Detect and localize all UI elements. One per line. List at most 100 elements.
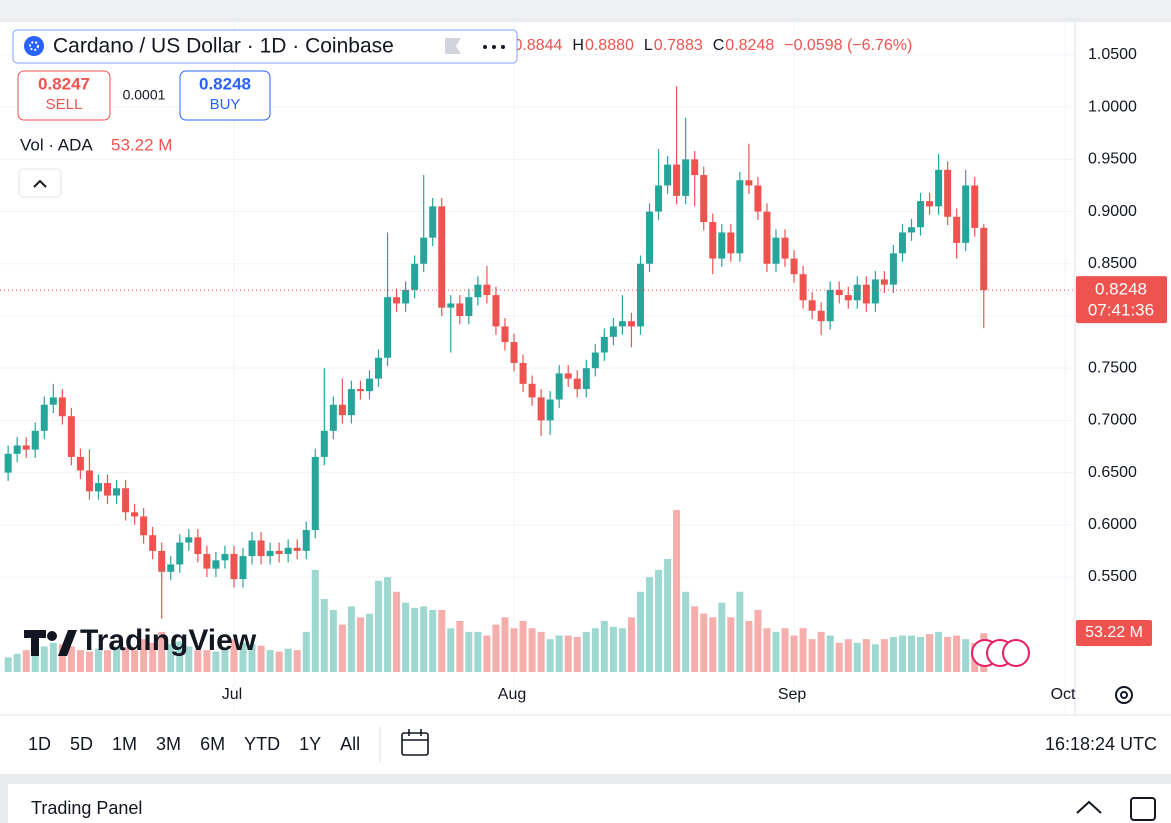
- volume-bar: [22, 650, 30, 672]
- candle-body: [474, 284, 482, 298]
- volume-bar: [646, 577, 654, 672]
- range-button[interactable]: 3M: [156, 734, 181, 754]
- candle-body: [546, 399, 554, 421]
- panel-expand-icon[interactable]: [1076, 800, 1102, 814]
- range-button[interactable]: YTD: [244, 734, 280, 754]
- candle-body: [257, 540, 265, 557]
- candle-body: [736, 180, 744, 254]
- candle-body: [935, 169, 943, 207]
- symbol-title: Cardano / US Dollar · 1D · Coinbase: [53, 35, 394, 58]
- volume-bar: [745, 620, 753, 672]
- x-tick-label: Sep: [778, 686, 807, 703]
- candle-body: [618, 321, 626, 327]
- candle-body: [691, 159, 699, 176]
- settings-icon[interactable]: [1115, 686, 1133, 704]
- volume-bar: [67, 646, 75, 672]
- candle-body: [113, 488, 121, 496]
- x-tick-label: Jul: [222, 686, 242, 703]
- collapse-button[interactable]: [18, 168, 62, 198]
- volume-bar: [492, 624, 500, 672]
- range-button[interactable]: 1D: [28, 734, 51, 754]
- y-tick-label: 0.7500: [1088, 359, 1137, 376]
- candle-body: [49, 397, 57, 405]
- date-range-icon[interactable]: [401, 729, 429, 756]
- volume-bar: [393, 591, 401, 672]
- volume-bar: [356, 617, 364, 672]
- volume-bar: [727, 617, 735, 672]
- panel-maximize-icon[interactable]: [1130, 797, 1156, 821]
- candle-body: [203, 554, 211, 569]
- volume-bar: [790, 635, 798, 672]
- y-tick-label: 0.8500: [1088, 255, 1137, 272]
- candle-body: [302, 530, 310, 551]
- volume-bar: [546, 639, 554, 672]
- candle-body: [221, 554, 229, 561]
- candle-body: [420, 237, 428, 264]
- candle-body: [176, 542, 184, 565]
- volume-bar: [944, 636, 952, 672]
- volume-bar: [49, 642, 57, 672]
- volume-legend-value: 53.22 M: [111, 135, 172, 154]
- more-icon[interactable]: [483, 45, 505, 49]
- candle-body: [727, 232, 735, 254]
- candle-body: [293, 547, 301, 551]
- volume-bar: [420, 606, 428, 672]
- sell-button[interactable]: [17, 70, 111, 121]
- volume-bar: [347, 606, 355, 672]
- candle-body: [519, 362, 527, 384]
- volume-bar: [582, 631, 590, 672]
- volume-legend-label: Vol · ADA: [20, 135, 93, 154]
- volume-bar: [113, 646, 121, 672]
- flag-icon[interactable]: [445, 38, 461, 54]
- candle-body: [709, 222, 717, 259]
- candle-body: [347, 389, 355, 416]
- range-button[interactable]: 1M: [112, 734, 137, 754]
- volume-bar: [311, 569, 319, 672]
- candle-body: [239, 556, 247, 580]
- candle-body: [212, 560, 220, 569]
- volume-bar: [898, 635, 906, 672]
- range-button[interactable]: 1Y: [299, 734, 321, 754]
- ohlc-value: 0.7883: [654, 37, 703, 54]
- buy-button[interactable]: [179, 70, 271, 121]
- candle-body: [844, 295, 852, 301]
- watermark: TradingView: [80, 624, 257, 657]
- symbol-box[interactable]: [12, 29, 518, 64]
- volume-bar: [691, 606, 699, 672]
- volume-bar: [673, 510, 681, 672]
- candle-body: [700, 175, 708, 223]
- volume-bar: [194, 650, 202, 672]
- top-strip: [0, 0, 1171, 18]
- candle-body: [826, 289, 834, 322]
- range-button[interactable]: All: [340, 734, 360, 754]
- candle-body: [917, 201, 925, 228]
- candle-body: [492, 295, 500, 327]
- volume-bar: [763, 628, 771, 672]
- candle-body: [907, 227, 915, 233]
- trading-panel[interactable]: [8, 784, 1171, 823]
- candle-body: [167, 564, 175, 572]
- volume-bar: [203, 650, 211, 672]
- volume-bar: [555, 635, 563, 672]
- volume-bar: [275, 651, 283, 672]
- range-button[interactable]: 5D: [70, 734, 93, 754]
- volume-bar: [58, 644, 66, 672]
- candle-body: [898, 232, 906, 254]
- volume-bar: [799, 628, 807, 672]
- candle-body: [31, 430, 39, 450]
- volume-bar: [465, 631, 473, 672]
- candle-body: [926, 201, 934, 207]
- volume-bar: [609, 626, 617, 672]
- volume-bar: [772, 631, 780, 672]
- candle-body: [718, 232, 726, 259]
- candle-body: [790, 258, 798, 275]
- volume-bar: [248, 644, 256, 672]
- candle-body: [4, 453, 12, 473]
- volume-bar: [221, 647, 229, 672]
- candle-body: [745, 180, 753, 186]
- range-button[interactable]: 6M: [200, 734, 225, 754]
- volume-bar: [122, 647, 130, 672]
- volume-bar: [266, 650, 274, 672]
- volume-bar: [167, 644, 175, 672]
